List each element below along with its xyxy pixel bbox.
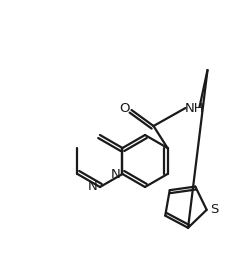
Text: NH: NH — [185, 102, 204, 115]
Text: O: O — [119, 102, 130, 115]
Text: N: N — [111, 168, 120, 181]
Text: S: S — [211, 203, 219, 216]
Text: N: N — [88, 181, 98, 193]
